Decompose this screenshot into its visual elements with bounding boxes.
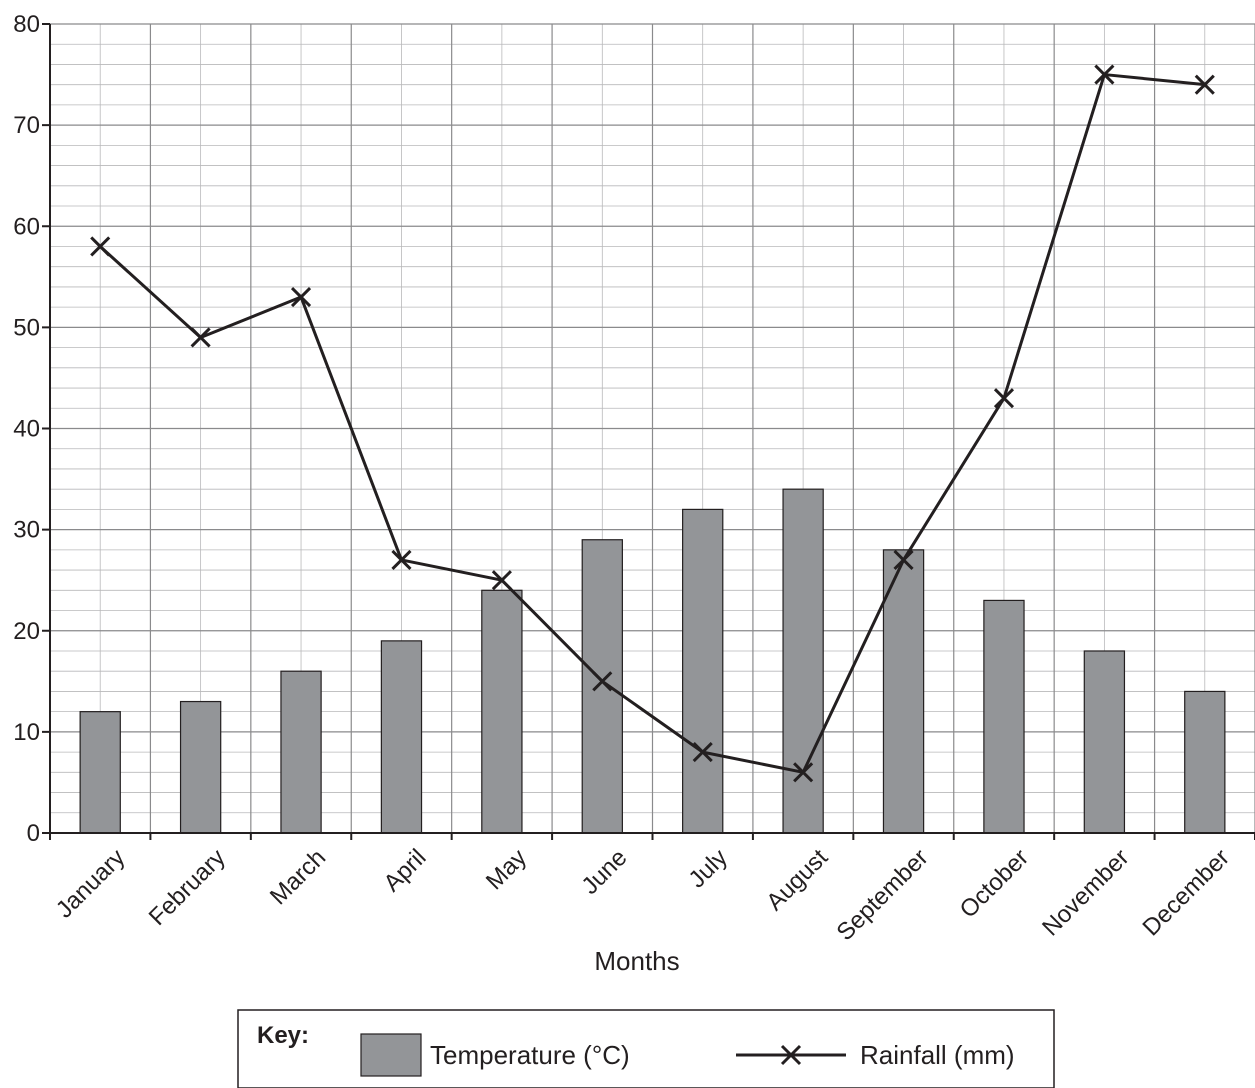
x-tick-label-october: October — [955, 844, 1034, 923]
temperature-bar-may — [481, 589, 523, 834]
rainfall-point-april — [391, 549, 412, 571]
rainfall-point-july — [692, 742, 713, 763]
x-marker-stroke — [391, 549, 412, 571]
temperature-bar-october — [983, 599, 1025, 834]
x-tick-label-november: November — [1037, 844, 1134, 941]
rainfall-point-march — [290, 286, 312, 308]
x-tick-labels: January February March April May June July Augu… — [51, 844, 1235, 946]
rainfall-point-june — [592, 671, 613, 692]
y-tick-label: 80 — [13, 11, 40, 38]
x-tick-label-july: July — [684, 844, 733, 893]
temperature-bar-june — [581, 539, 623, 834]
legend-bar-swatch — [360, 1033, 422, 1077]
legend: Key: Temperature (°C) Rainfall (mm) — [237, 1009, 1055, 1088]
x-marker-stroke — [893, 549, 914, 571]
temperature-bar-january — [79, 711, 121, 834]
x-axis-title: Months — [594, 946, 679, 976]
axes — [42, 23, 1255, 840]
x-marker-stroke — [692, 742, 713, 763]
x-marker-stroke — [290, 286, 312, 308]
y-tick-label: 40 — [13, 416, 40, 443]
temperature-bar-september — [882, 549, 925, 834]
x-marker-stroke — [1094, 64, 1115, 85]
y-tick-label: 60 — [13, 213, 40, 240]
rainfall-line — [90, 64, 1215, 783]
y-tick-labels: 0 10 20 30 40 50 60 70 80 — [13, 11, 40, 847]
x-marker-stroke — [90, 236, 111, 257]
legend-rainfall-label: Rainfall (mm) — [860, 1040, 1015, 1070]
temperature-bar-april — [380, 640, 423, 834]
legend-title: Key: — [257, 1022, 309, 1049]
y-tick-label: 20 — [13, 618, 40, 645]
x-tick-label-september: September — [832, 844, 934, 946]
rainfall-point-february — [190, 327, 211, 348]
x-marker-stroke — [1194, 74, 1215, 95]
x-tick-label-december: December — [1138, 844, 1235, 941]
rainfall-point-october — [993, 388, 1015, 409]
y-tick-label: 0 — [27, 820, 40, 847]
temperature-bar-december — [1184, 690, 1226, 834]
rainfall-polyline — [99, 73, 1205, 774]
y-tick-label: 30 — [13, 517, 40, 544]
rainfall-point-november — [1094, 64, 1115, 85]
temperature-bar-november — [1083, 650, 1126, 834]
temperature-bar-march — [280, 670, 322, 834]
x-marker-stroke — [780, 1044, 802, 1066]
x-marker-stroke — [993, 388, 1015, 409]
y-tick-label: 10 — [13, 719, 40, 746]
rainfall-point-december — [1194, 74, 1215, 95]
x-tick-label-may: May — [481, 844, 532, 895]
rainfall-point-september — [893, 549, 914, 571]
x-tick-label-august: August — [761, 844, 833, 916]
x-marker-stroke — [491, 570, 512, 591]
legend-temperature-label: Temperature (°C) — [430, 1040, 630, 1070]
legend-x-marker — [780, 1044, 802, 1066]
rainfall-point-may — [491, 570, 512, 591]
y-tick-label: 70 — [13, 112, 40, 139]
x-tick-label-february: February — [144, 844, 231, 931]
temperature-bar-february — [179, 700, 222, 834]
x-marker-stroke — [793, 762, 814, 783]
x-tick-label-march: March — [265, 844, 331, 910]
rainfall-point-january — [90, 236, 111, 257]
temperature-bar-july — [682, 508, 724, 834]
x-tick-label-january: January — [51, 844, 130, 923]
rainfall-point-august — [793, 762, 814, 783]
temperature-bar-august — [782, 488, 824, 834]
y-tick-label: 50 — [13, 314, 40, 341]
x-tick-label-april: April — [379, 844, 432, 897]
x-marker-stroke — [190, 327, 211, 348]
x-tick-label-june: June — [577, 844, 633, 900]
temperature-bars — [79, 488, 1226, 834]
x-marker-stroke — [592, 671, 613, 692]
